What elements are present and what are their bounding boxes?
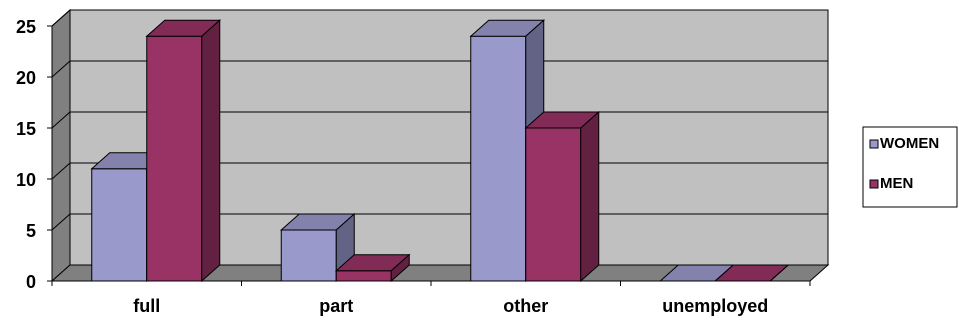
bar-front (525, 127, 582, 282)
bar-front (91, 168, 148, 282)
legend-swatch-men (869, 179, 879, 189)
legend: WOMEN MEN (862, 126, 958, 208)
legend-label-women: WOMEN (880, 135, 939, 152)
x-tick-label: unemployed (662, 296, 768, 316)
x-tick-label: part (319, 296, 353, 316)
bar-men-other (524, 110, 601, 283)
bar-front (335, 270, 392, 282)
side-wall (51, 8, 71, 283)
y-tick-label: 25 (16, 17, 36, 37)
y-tick-label: 10 (16, 170, 36, 190)
bar-men-full (145, 19, 222, 283)
x-tick-label: other (503, 296, 548, 316)
bar-side (580, 110, 600, 283)
legend-label-men: MEN (880, 175, 913, 192)
bar-side (769, 264, 789, 282)
bar-men-unemployed (713, 264, 790, 282)
bar-front (280, 229, 337, 282)
bar-side (201, 19, 221, 283)
y-tick-label: 15 (16, 119, 36, 139)
gridline (51, 60, 828, 78)
bar-front (146, 35, 203, 282)
bar-side (390, 253, 410, 283)
bar-men-part (334, 253, 411, 283)
y-tick-label: 20 (16, 68, 36, 88)
gridline (51, 9, 828, 27)
x-tick-label: full (133, 296, 160, 316)
legend-box (862, 126, 958, 208)
y-tick-label: 0 (26, 272, 36, 292)
bar-front (470, 35, 527, 282)
y-tick-label: 5 (26, 221, 36, 241)
legend-swatch-women (869, 139, 879, 149)
bars (90, 19, 790, 283)
y-axis: 0 5 10 15 20 25 (16, 17, 53, 292)
x-axis: full part other unemployed (51, 280, 811, 316)
